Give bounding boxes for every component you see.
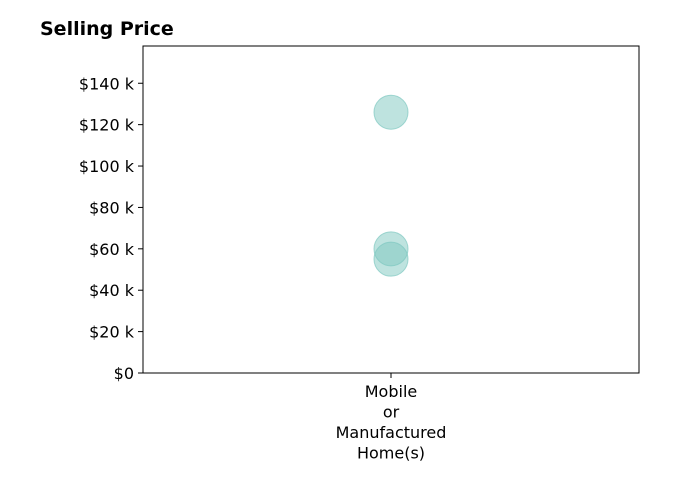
x-category-label-line: Mobile	[365, 382, 417, 401]
y-tick-label: $80 k	[89, 198, 135, 217]
y-tick-label: $140 k	[79, 74, 135, 93]
x-axis: Mobile or Manufactured Home(s)	[336, 373, 447, 463]
x-category-label-line: or	[383, 403, 400, 422]
y-tick-label: $40 k	[89, 281, 135, 300]
x-category-label: Mobile or Manufactured Home(s)	[336, 382, 447, 463]
data-points	[373, 94, 409, 277]
y-axis: $0 $20 k $40 k $60 k $80 k $100 k $120 k $140 k	[79, 74, 143, 383]
y-tick-label: $100 k	[79, 157, 135, 176]
y-tick-label: $60 k	[89, 240, 135, 259]
chart-title: Selling Price	[40, 18, 174, 40]
data-point	[373, 241, 409, 277]
y-tick-label: $120 k	[79, 116, 135, 135]
y-tick-label: $20 k	[89, 323, 135, 342]
x-category-label-line: Home(s)	[357, 444, 425, 463]
x-category-label-line: Manufactured	[336, 423, 447, 442]
data-point	[373, 94, 409, 130]
y-tick-label: $0	[114, 364, 134, 383]
